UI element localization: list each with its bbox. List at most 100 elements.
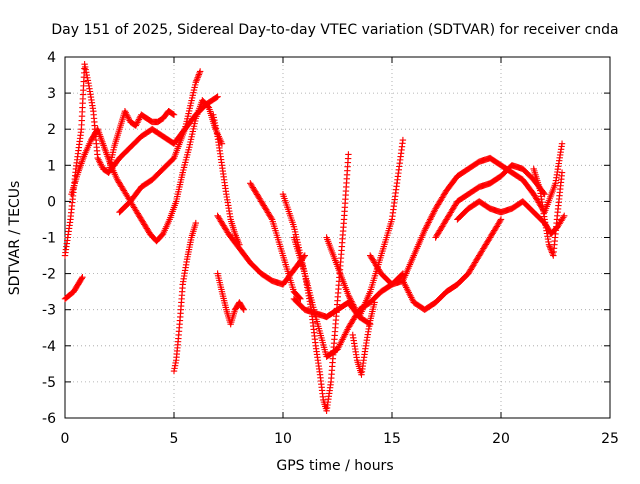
series-trace-4 xyxy=(105,93,221,176)
data-point xyxy=(192,79,199,86)
data-point xyxy=(423,222,431,229)
data-point xyxy=(78,275,85,282)
y-tick-label: -1 xyxy=(42,231,56,247)
x-axis-label: GPS time / hours xyxy=(276,458,393,474)
series-trace-6 xyxy=(170,219,199,375)
data-point xyxy=(193,77,200,84)
x-tick-label: 20 xyxy=(492,431,510,447)
data-point xyxy=(426,216,434,223)
series-trace-7 xyxy=(210,111,243,248)
y-tick-label: -3 xyxy=(42,303,56,319)
data-point xyxy=(348,298,355,305)
x-tick-label: 15 xyxy=(383,431,401,447)
data-point xyxy=(195,71,203,78)
y-tick-label: -5 xyxy=(42,375,56,391)
data-point xyxy=(346,295,354,302)
data-point xyxy=(170,111,178,118)
grid-layer xyxy=(65,57,610,418)
data-point xyxy=(546,243,553,250)
data-point xyxy=(300,253,308,260)
data-point xyxy=(349,299,356,307)
data-point xyxy=(193,75,201,83)
series-trace-5 xyxy=(116,68,204,216)
data-point xyxy=(134,119,141,126)
chart-title: Day 151 of 2025, Sidereal Day-to-day VTE… xyxy=(51,22,618,38)
data-point xyxy=(496,217,504,225)
data-point xyxy=(123,111,130,118)
data-point xyxy=(296,294,303,302)
y-tick-label: -6 xyxy=(42,411,56,427)
data-point xyxy=(196,68,204,75)
data-point xyxy=(426,217,433,225)
data-point xyxy=(134,117,142,125)
data-point xyxy=(213,94,220,101)
data-point xyxy=(561,212,568,220)
data-point xyxy=(95,156,102,163)
data-point xyxy=(192,219,199,227)
data-point xyxy=(545,241,553,248)
data-point xyxy=(214,93,221,100)
data-point xyxy=(541,190,548,198)
series-trace-8 xyxy=(214,270,247,328)
series-trace-12 xyxy=(290,234,407,360)
data-point xyxy=(135,116,143,123)
data-point xyxy=(430,210,437,217)
series-trace-14 xyxy=(349,299,378,378)
data-point xyxy=(79,274,86,281)
data-point xyxy=(421,227,428,234)
data-point xyxy=(297,295,304,303)
data-point xyxy=(497,216,505,223)
data-point xyxy=(353,309,361,316)
data-point xyxy=(351,304,358,311)
data-point xyxy=(124,112,131,119)
data-point xyxy=(429,211,436,219)
series-trace-17 xyxy=(399,140,566,285)
data-point xyxy=(425,219,432,226)
data-point xyxy=(132,122,140,129)
data-point xyxy=(218,140,226,147)
data-point xyxy=(194,74,201,81)
series-trace-20 xyxy=(530,165,566,259)
x-tick-label: 0 xyxy=(61,431,70,447)
data-point xyxy=(239,305,247,312)
series-trace-10 xyxy=(247,180,304,303)
x-tick-label: 10 xyxy=(274,431,292,447)
data-point xyxy=(560,214,567,221)
data-point xyxy=(349,301,357,308)
data-point xyxy=(423,223,430,231)
data-point xyxy=(347,296,354,304)
data-point xyxy=(427,214,435,222)
y-tick-label: -4 xyxy=(42,339,56,355)
data-point xyxy=(424,220,432,228)
data-point xyxy=(350,302,358,310)
series-trace-2 xyxy=(61,274,86,303)
series-trace-3 xyxy=(68,97,226,245)
axis-layer: 0 5 10 15 20 25 -6 -5 -4 -3 -2 -1 0 1 2 3 4 xyxy=(42,50,619,447)
data-point xyxy=(558,140,566,147)
data-point xyxy=(268,214,275,222)
data-point xyxy=(345,293,353,301)
data-point xyxy=(195,72,202,80)
data-point xyxy=(133,120,140,128)
data-point xyxy=(169,110,177,118)
series-trace-16 xyxy=(367,216,505,313)
y-tick-label: 3 xyxy=(47,86,56,102)
data-point xyxy=(98,162,105,170)
data-point xyxy=(240,306,247,313)
series-layer xyxy=(61,61,568,414)
y-tick-label: -2 xyxy=(42,267,56,283)
y-axis-label: SDTVAR / TECUs xyxy=(7,181,23,296)
data-point xyxy=(352,305,359,313)
data-point xyxy=(352,307,360,314)
data-point xyxy=(94,154,101,162)
data-point xyxy=(345,292,352,299)
data-point xyxy=(121,107,129,115)
data-point xyxy=(122,109,129,116)
data-point xyxy=(96,157,103,165)
data-point xyxy=(125,115,133,123)
y-tick-label: 2 xyxy=(47,122,56,138)
x-tick-label: 5 xyxy=(170,431,179,447)
data-point xyxy=(96,159,104,166)
